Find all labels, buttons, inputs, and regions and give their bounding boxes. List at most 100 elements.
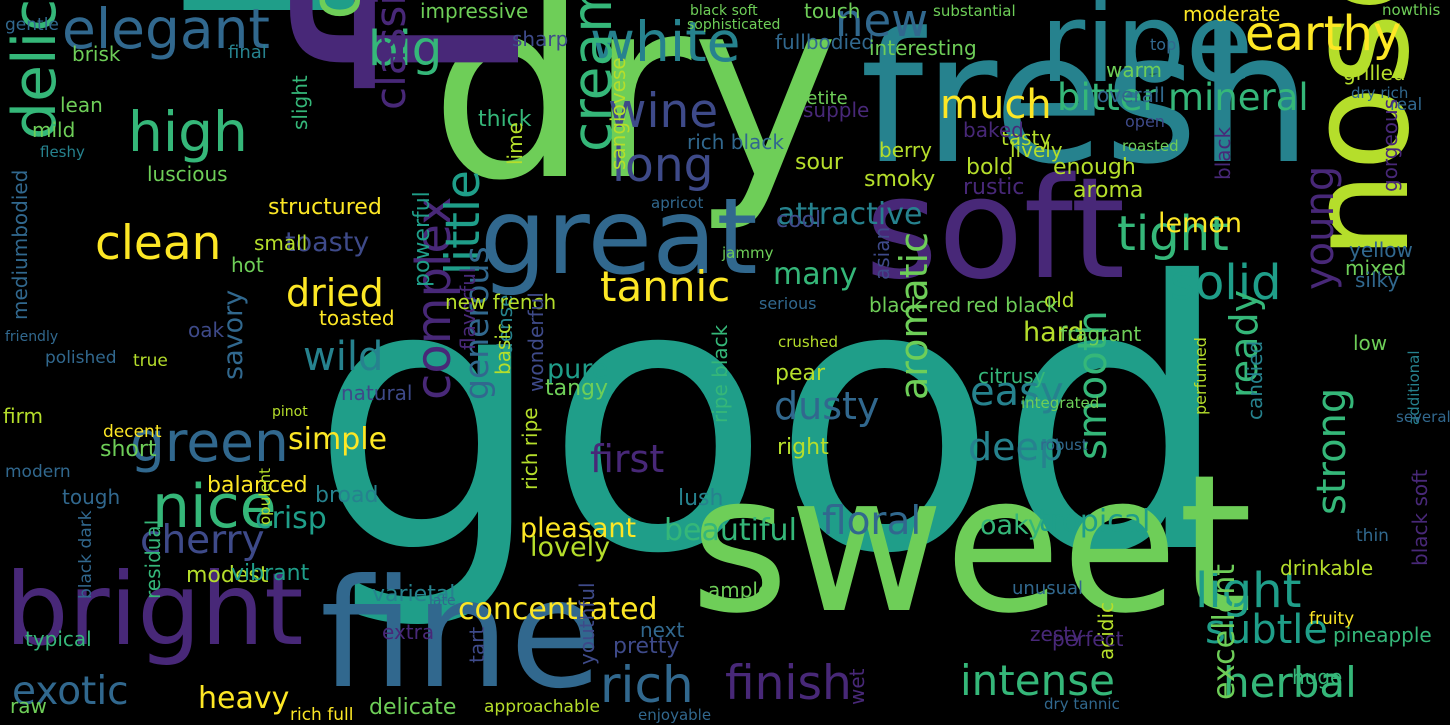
cloud-word: varietal bbox=[372, 582, 456, 607]
cloud-word: subtle bbox=[1205, 607, 1328, 653]
cloud-word: crisp bbox=[255, 501, 327, 536]
cloud-word: black soft bbox=[690, 3, 758, 19]
cloud-word: dusty bbox=[774, 384, 880, 428]
cloud-word: intense bbox=[960, 656, 1115, 705]
cloud-word: wine bbox=[608, 84, 719, 139]
cloud-word: yellow bbox=[1349, 238, 1413, 262]
cloud-word: residual bbox=[141, 519, 165, 599]
cloud-word: red black bbox=[966, 293, 1059, 317]
cloud-word: hot bbox=[231, 253, 264, 277]
cloud-word: balanced bbox=[207, 473, 308, 498]
cloud-word: enough bbox=[1053, 155, 1136, 180]
cloud-word: nowthis bbox=[1382, 1, 1441, 19]
cloud-word: low bbox=[1353, 331, 1388, 355]
cloud-word: black soft bbox=[1408, 469, 1432, 566]
cloud-word: polished bbox=[45, 348, 117, 368]
cloud-word: structured bbox=[268, 195, 382, 220]
cloud-word: mediumbodied bbox=[8, 169, 32, 320]
cloud-word: perfumed bbox=[1191, 337, 1210, 415]
cloud-word: strong bbox=[1309, 387, 1355, 515]
cloud-word: several bbox=[1396, 408, 1450, 426]
cloud-word: first bbox=[590, 437, 665, 481]
cloud-word: hard bbox=[1023, 317, 1085, 348]
cloud-word: roasted bbox=[1122, 137, 1179, 155]
cloud-word: beautiful bbox=[664, 513, 797, 548]
cloud-word: new bbox=[835, 0, 929, 47]
cloud-word: mixed bbox=[1345, 256, 1407, 280]
cloud-word: pleasant bbox=[520, 513, 637, 544]
cloud-word: deep bbox=[968, 425, 1063, 469]
cloud-word: many bbox=[773, 257, 858, 292]
cloud-word: touch bbox=[804, 0, 861, 23]
cloud-word: black bbox=[1211, 126, 1235, 180]
cloud-word: black dark bbox=[76, 510, 96, 599]
cloud-word: petite bbox=[795, 88, 848, 109]
cloud-word: opulent bbox=[256, 468, 274, 525]
cloud-word: final bbox=[228, 42, 267, 63]
cloud-word: drinkable bbox=[1280, 556, 1374, 580]
cloud-word: soft bbox=[865, 148, 1126, 311]
cloud-word: excellent bbox=[1207, 563, 1242, 700]
cloud-word: long bbox=[612, 138, 714, 193]
cloud-word: solid bbox=[1170, 255, 1282, 311]
cloud-word: thin bbox=[1356, 526, 1389, 546]
cloud-word: asian bbox=[870, 226, 894, 280]
cloud-word: fine bbox=[320, 548, 602, 722]
cloud-word: earthy bbox=[1245, 6, 1402, 62]
cloud-word: next bbox=[640, 618, 685, 642]
cloud-word: old bbox=[1044, 288, 1075, 312]
cloud-word: good bbox=[310, 205, 1233, 635]
cloud-word: gentle bbox=[5, 15, 59, 35]
cloud-word: interesting bbox=[869, 36, 977, 60]
cloud-word: lemon bbox=[1158, 208, 1243, 239]
cloud-word: wild bbox=[303, 334, 384, 380]
cloud-word: light bbox=[1195, 563, 1302, 619]
cloud-word: pretty bbox=[613, 634, 680, 659]
cloud-word: unusual bbox=[1012, 578, 1084, 599]
cloud-word: pear bbox=[775, 361, 826, 386]
cloud-word: dry rich bbox=[1351, 84, 1409, 102]
cloud-word: supple bbox=[803, 98, 870, 122]
cloud-word: tropical bbox=[1038, 504, 1151, 539]
cloud-word: bright bbox=[5, 551, 304, 668]
cloud-word: sharp bbox=[512, 27, 569, 51]
cloud-word: clean bbox=[95, 216, 222, 271]
cloud-word: berry bbox=[879, 138, 932, 162]
cloud-word: tight bbox=[1117, 206, 1229, 262]
cloud-word: concentrated bbox=[458, 592, 658, 627]
cloud-word: friendly bbox=[5, 329, 59, 345]
cloud-word: green bbox=[130, 410, 289, 474]
cloud-word: pure bbox=[547, 354, 609, 385]
cloud-word: rustic bbox=[963, 175, 1025, 200]
cloud-word: grilled bbox=[1343, 61, 1406, 85]
cloud-word: substantial bbox=[933, 2, 1016, 20]
cloud-word: integrated bbox=[1021, 394, 1100, 412]
cloud-word: oak bbox=[188, 318, 225, 342]
cloud-word: fullbodied bbox=[775, 30, 875, 54]
cloud-word: heavy bbox=[198, 681, 290, 716]
cloud-word: perfect bbox=[1052, 627, 1124, 651]
cloud-word: lush bbox=[678, 486, 724, 511]
cloud-word: powerful bbox=[410, 191, 435, 287]
cloud-word: black red bbox=[869, 293, 962, 317]
cloud-word: dried bbox=[286, 271, 384, 315]
cloud-word: fruity bbox=[1309, 609, 1355, 629]
cloud-word: aroma bbox=[1073, 178, 1144, 203]
cloud-word: rich full bbox=[290, 705, 354, 725]
cloud-word: mineral bbox=[1168, 76, 1309, 119]
cloud-word: apricot bbox=[651, 194, 704, 212]
cloud-word: lively bbox=[1010, 138, 1063, 162]
cloud-word: dry bbox=[430, 0, 840, 235]
cloud-word: toasted bbox=[319, 306, 395, 330]
cloud-word: ample bbox=[708, 578, 771, 602]
cloud-word: lime bbox=[503, 122, 527, 165]
cloud-word: bitter bbox=[1057, 76, 1158, 119]
cloud-word: fleshy bbox=[40, 143, 85, 161]
cloud-word: natural bbox=[341, 381, 413, 405]
cloud-word: impressive bbox=[420, 0, 529, 23]
cloud-word: firm bbox=[3, 404, 43, 428]
cloud-word: elegant bbox=[62, 0, 270, 61]
cloud-word: huge bbox=[1292, 665, 1343, 689]
cloud-word: cool bbox=[776, 208, 822, 233]
cloud-word: new french bbox=[445, 290, 557, 314]
